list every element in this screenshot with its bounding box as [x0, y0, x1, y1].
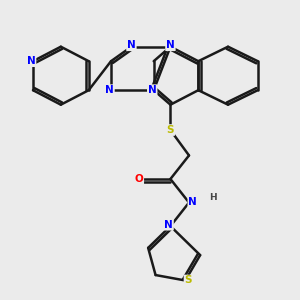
Text: S: S [167, 125, 174, 135]
Text: O: O [134, 174, 143, 184]
Text: N: N [188, 197, 197, 207]
Text: N: N [27, 56, 35, 66]
Text: N: N [105, 85, 114, 95]
Text: N: N [166, 40, 175, 50]
Text: N: N [148, 85, 157, 95]
Text: N: N [127, 40, 136, 50]
Text: N: N [164, 220, 173, 230]
Text: S: S [184, 275, 192, 286]
Text: H: H [209, 193, 217, 202]
